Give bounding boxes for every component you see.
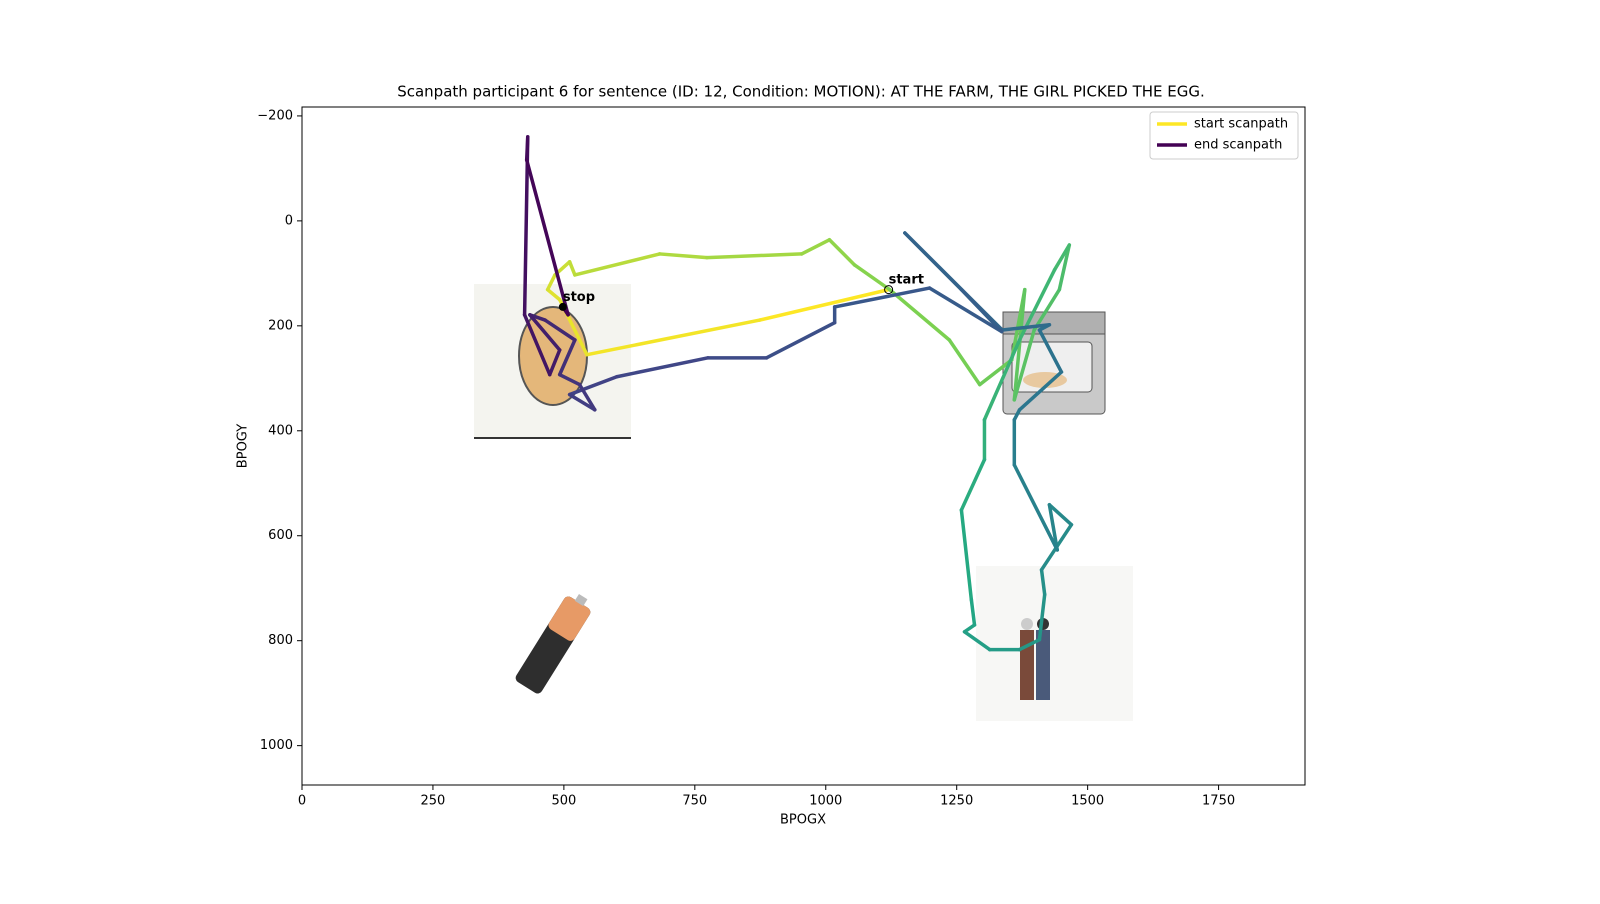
scanpath-segment [567,392,597,412]
scanpath-segment [1037,328,1064,374]
plot-frame [301,106,1306,786]
scanpath-segment [1052,243,1072,272]
y-tick-label: 0 [285,213,293,228]
scanpath-segment [524,158,570,317]
x-tick-label: 1750 [1202,794,1235,809]
scanpath-segment [903,231,964,292]
scanpath-segment [585,318,762,357]
scanpath-segment [547,348,562,377]
scanpath-segment [567,374,619,397]
dancers-picture [976,566,1133,721]
scanpath-segment [959,508,974,602]
scanpath-segment [1012,463,1060,552]
legend-label: end scanpath [1194,138,1282,153]
scanpath-segment [1000,323,1052,332]
scanpath-segment [1047,503,1060,552]
x-tick-label: 0 [298,794,306,809]
scanpath-segment [977,358,1014,387]
x-tick-label: 750 [682,794,707,809]
scanpath-segment [705,252,804,260]
scanpath-segment [1047,503,1074,527]
egg-picture [474,284,631,439]
x-tick-label: 500 [551,794,576,809]
scanpath-segment [528,313,562,352]
scanpath-segment [567,260,577,277]
y-tick-label: 600 [268,528,293,543]
x-tick-label: 250 [421,794,446,809]
scanpath-segment [1037,592,1047,642]
stop-marker [558,302,567,311]
scanpath-segment [1012,408,1022,422]
scanpath-segment [573,252,662,277]
scanpath-segment [1012,287,1027,402]
scanpath-segment [959,457,987,512]
scanpath-segment [887,287,952,342]
scanpath-segment [947,338,982,387]
scanpath-segment [1017,637,1042,652]
start-marker [884,285,894,295]
scanpath-segment [545,273,557,292]
scanpath-segment [832,286,932,309]
scanpath-segment [852,263,892,292]
y-axis-label: BPOGY [236,424,251,468]
y-tick-label: 1000 [260,738,293,753]
scanpath-segment [969,598,977,627]
scanpath-segment [799,238,832,256]
legend-label: start scanpath [1194,117,1288,132]
x-tick-label: 1500 [1071,794,1104,809]
y-tick-label: −200 [257,108,293,123]
oven-picture [1002,311,1106,415]
scanpath-segment [982,338,1022,422]
chart-title: Scanpath participant 6 for sentence (ID:… [397,83,1205,101]
legend: start scanpath end scanpath [1149,111,1299,160]
y-tick-label: 200 [268,318,293,333]
scanpath-segment [962,623,977,634]
scanpath-segment [1032,287,1062,332]
scanpath-segment [522,313,552,377]
y-tick-label: 400 [268,423,293,438]
stop-label: stop [563,290,595,305]
scanpath-segment [758,287,891,322]
battery-picture [515,594,591,694]
scanpath-segment [927,286,1004,334]
scanpath-segment [1017,370,1064,412]
scanpath-segment [524,135,530,162]
start-label: start [889,273,924,288]
scanpath-segment [1039,568,1047,597]
plot-layer: 0 250 500 750 1000 1250 1500 1750 −200 0 200 400 600… [257,108,1299,809]
scanpath-segment [577,382,597,412]
y-tick-label: 800 [268,633,293,648]
scanpath-segment [657,252,709,260]
scanpath-segment [827,238,857,267]
scanpath-segment [615,356,710,379]
scanpath-segment [962,630,992,652]
x-tick-label: 1250 [940,794,973,809]
x-axis-label: BPOGX [780,813,826,828]
scanpath-segment [543,318,577,342]
scanpath-segment [1012,328,1036,402]
x-tick-label: 1000 [809,794,842,809]
scanpath-segment [1057,243,1072,292]
scanpath-segment [545,287,562,302]
scanpath-segment [959,287,1004,334]
scanpath-segment [557,338,577,377]
scanpath-segment [557,372,582,387]
scanpath-segment [764,320,837,360]
